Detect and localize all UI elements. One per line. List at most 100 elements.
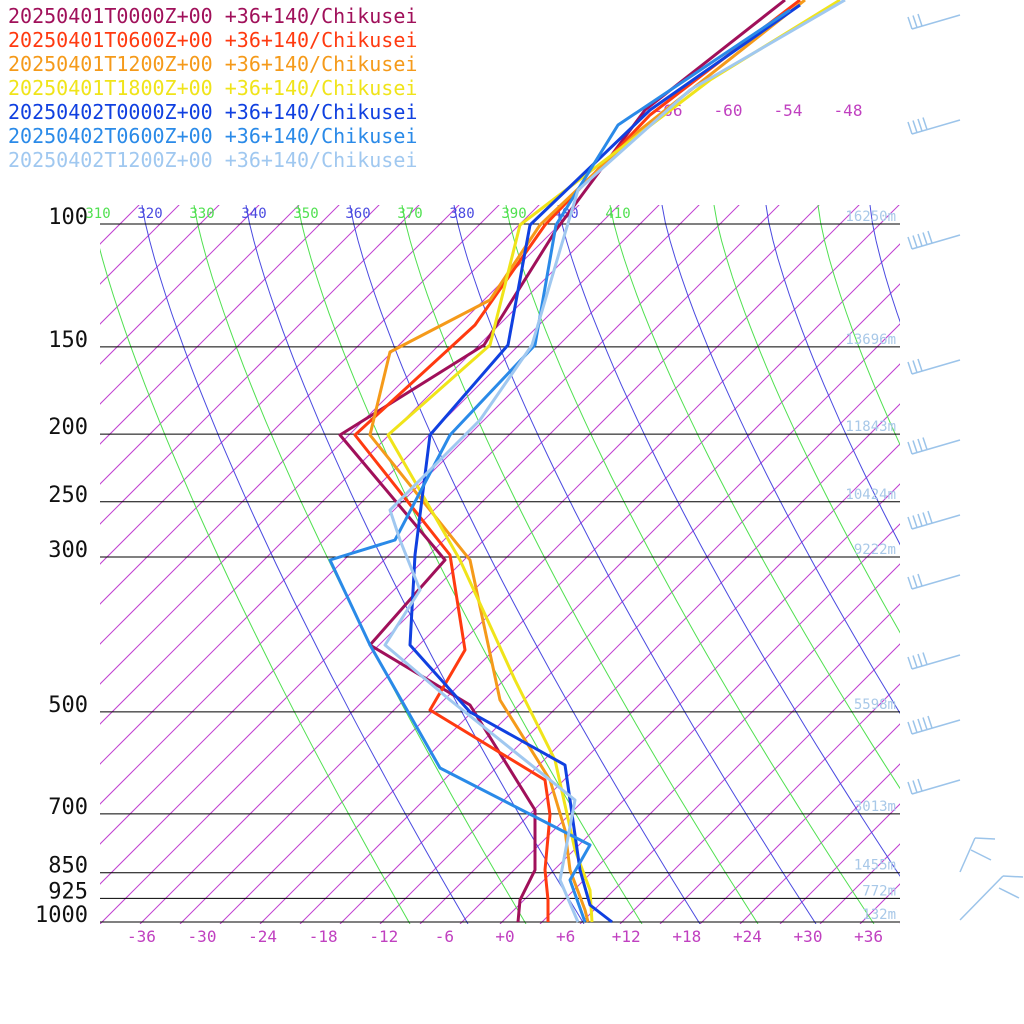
isotherm-line	[459, 483, 900, 924]
isotherm-line	[100, 205, 460, 565]
theta-label: 320	[137, 206, 162, 222]
dry-adiabat	[100, 247, 411, 924]
wind-barb	[907, 652, 961, 670]
isotherm-line	[579, 603, 900, 924]
isotherm-line	[339, 363, 900, 924]
height-label: 16250m	[845, 209, 896, 225]
isotherm-line	[100, 205, 540, 645]
dry-adiabat	[453, 205, 817, 924]
theta-label: 330	[189, 206, 214, 222]
theta-label: 350	[293, 206, 318, 222]
height-label: 3013m	[854, 799, 896, 815]
wind-barb	[907, 230, 961, 250]
isotherm-line	[100, 205, 500, 605]
pressure-label: 250	[48, 483, 88, 508]
isotherm-line	[100, 205, 300, 405]
isotherm-line	[539, 563, 900, 924]
dry-adiabat	[505, 205, 875, 924]
wind-barb	[907, 715, 961, 735]
temp-tick-label: -6	[435, 927, 454, 946]
dry-adiabat	[349, 205, 701, 924]
isotherm-line	[499, 523, 900, 924]
temp-tick-label: -36	[127, 927, 156, 946]
isotherm-line	[100, 205, 380, 485]
height-label: 13696m	[845, 332, 896, 348]
isotherm-line	[100, 205, 580, 685]
dry-adiabat	[193, 205, 527, 924]
temp-tick-label: -30	[188, 927, 217, 946]
temp-tick-label: -24	[248, 927, 277, 946]
isotherm-line	[779, 803, 900, 924]
isotherm-line	[739, 763, 900, 924]
pressure-label: 850	[48, 854, 88, 879]
isotherm-line	[100, 205, 340, 445]
isotherm-line	[619, 643, 900, 924]
theta-label: 370	[397, 206, 422, 222]
theta-label: 390	[501, 206, 526, 222]
legend-entry: 20250401T1200Z+00 +36+140/Chikusei	[8, 52, 418, 76]
dry-adiabat	[609, 205, 900, 790]
pressure-label: 300	[48, 538, 88, 563]
wind-barb	[907, 573, 961, 590]
temp-tick-label: +24	[733, 927, 762, 946]
sounding-profile-7	[383, 0, 846, 923]
temp-tick-label: -12	[369, 927, 398, 946]
temp-tick-label: +36	[854, 927, 883, 946]
isotherm-line	[100, 205, 700, 805]
sounding-profile-4	[386, 0, 841, 923]
isotherm-line	[100, 205, 420, 525]
legend: 20250401T0000Z+00 +36+140/Chikusei 202504…	[8, 4, 417, 172]
theta-label: 380	[449, 206, 474, 222]
isotherm-line	[899, 923, 900, 924]
top-temp-label: -54	[774, 101, 803, 120]
height-label: 11843m	[845, 419, 896, 435]
temp-tick-label: +12	[612, 927, 641, 946]
isotherm-line	[980, 124, 1024, 924]
dry-adiabat	[557, 205, 900, 877]
dry-adiabat	[869, 205, 900, 323]
wind-barb	[907, 778, 961, 795]
pressure-label: 700	[48, 795, 88, 820]
dry-adiabat	[661, 205, 900, 715]
wind-barb	[907, 117, 961, 135]
isotherm-line	[179, 205, 900, 924]
height-label: 1455m	[854, 858, 896, 874]
pressure-label: 150	[48, 328, 88, 353]
top-temp-label: -60	[714, 101, 743, 120]
theta-label: 310	[85, 206, 110, 222]
pressure-label: 100	[48, 205, 88, 230]
isotherm-line	[219, 243, 900, 924]
temp-tick-label: +6	[556, 927, 575, 946]
wind-barb	[907, 510, 961, 530]
isotherm-line	[659, 683, 900, 924]
isotherm-line	[259, 283, 900, 924]
sounding-profile-3	[368, 0, 806, 923]
dry-adiabat	[401, 205, 759, 924]
height-label: 5598m	[854, 697, 896, 713]
isotherm-line	[100, 205, 180, 285]
theta-label: 340	[241, 206, 266, 222]
isotherm-line	[100, 205, 820, 924]
legend-entry: 20250402T0000Z+00 +36+140/Chikusei	[8, 100, 418, 124]
pressure-label: 200	[48, 415, 88, 440]
dry-adiabat	[713, 205, 900, 634]
temp-tick-label: +30	[794, 927, 823, 946]
isotherm-line	[100, 205, 140, 245]
wind-barb	[907, 437, 961, 455]
isotherm-line	[139, 205, 860, 924]
dry-adiabat	[141, 205, 469, 924]
legend-entry: 20250402T0600Z+00 +36+140/Chikusei	[8, 124, 418, 148]
isotherm-line	[0, 124, 180, 924]
theta-label: 410	[605, 206, 630, 222]
sounding-profile-6	[328, 8, 791, 923]
pressure-label: 500	[48, 693, 88, 718]
height-label: 132m	[862, 907, 896, 923]
isotherm-line	[100, 205, 620, 725]
isotherm-line	[299, 323, 900, 924]
temp-tick-label: -18	[309, 927, 338, 946]
dry-adiabat	[817, 205, 900, 446]
height-label: 10424m	[845, 487, 896, 503]
isotherm-line	[100, 205, 660, 765]
sounding-profile-2	[353, 0, 801, 922]
